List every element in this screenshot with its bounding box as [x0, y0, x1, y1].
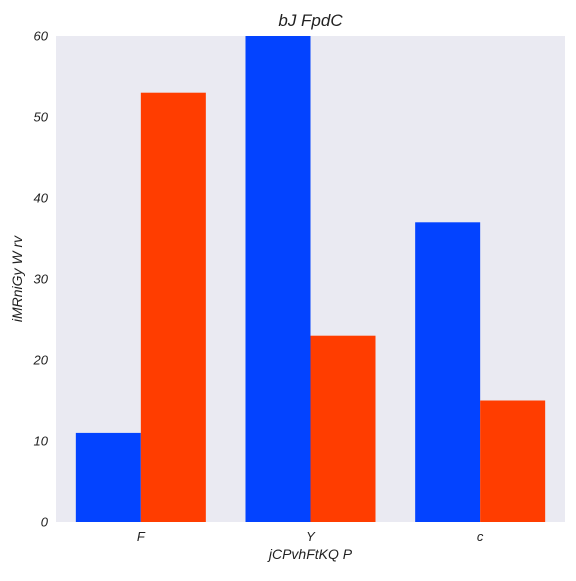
x-tick-label: F	[137, 529, 146, 544]
y-tick-label: 0	[41, 515, 49, 530]
bar-Y-series-2	[310, 335, 376, 522]
y-tick-label: 10	[34, 434, 49, 449]
x-tick-label: c	[477, 529, 484, 544]
y-tick-label: 30	[34, 272, 49, 287]
y-tick-label: 40	[34, 191, 49, 206]
y-tick-label: 50	[34, 110, 49, 125]
y-tick-label: 60	[34, 29, 49, 44]
bars-group	[75, 36, 546, 523]
bar-F-series-2	[140, 92, 206, 522]
y-tick-label: 20	[33, 353, 49, 368]
y-axis-label: iMRniGy W rv	[9, 235, 25, 322]
bar-c-series-2	[480, 400, 546, 522]
bar-F-series-1	[75, 432, 141, 522]
bar-Y-series-1	[245, 36, 311, 522]
x-axis-label: jCPvhFtKQ P	[267, 546, 353, 562]
chart-title: bJ FpdC	[278, 11, 343, 30]
x-tick-label: Y	[306, 529, 316, 544]
y-axis-ticks: 0 10 20 30 40 50 60	[33, 29, 49, 530]
bar-c-series-1	[415, 222, 481, 523]
